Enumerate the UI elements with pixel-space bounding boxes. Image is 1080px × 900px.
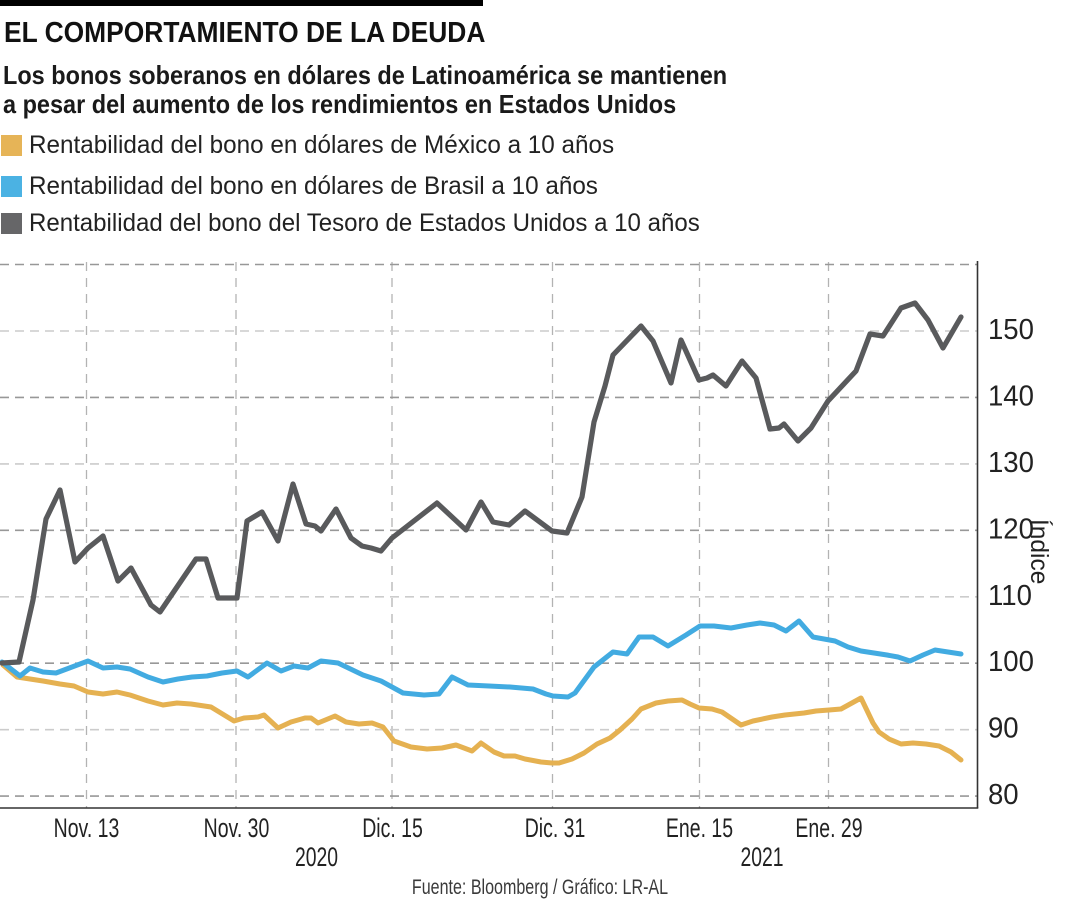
svg-text:110: 110 [988,578,1032,611]
svg-text:150: 150 [988,312,1034,345]
svg-text:80: 80 [988,777,1019,810]
svg-text:2020: 2020 [295,842,338,872]
svg-text:Nov. 13: Nov. 13 [54,813,120,843]
svg-text:Nov. 30: Nov. 30 [204,813,270,843]
svg-text:2021: 2021 [740,842,783,872]
svg-text:140: 140 [988,379,1034,412]
svg-text:Índice: Índice [1025,519,1052,584]
svg-text:Dic. 15: Dic. 15 [362,813,423,843]
svg-text:Fuente: Bloomberg / Gráfico: L: Fuente: Bloomberg / Gráfico: LR-AL [412,875,668,899]
svg-text:100: 100 [988,645,1034,678]
svg-text:Ene. 15: Ene. 15 [666,813,733,843]
svg-text:120: 120 [988,512,1034,545]
svg-text:90: 90 [988,711,1019,744]
svg-text:Ene. 29: Ene. 29 [795,813,862,843]
svg-text:130: 130 [988,445,1034,478]
svg-text:Dic. 31: Dic. 31 [525,813,586,843]
